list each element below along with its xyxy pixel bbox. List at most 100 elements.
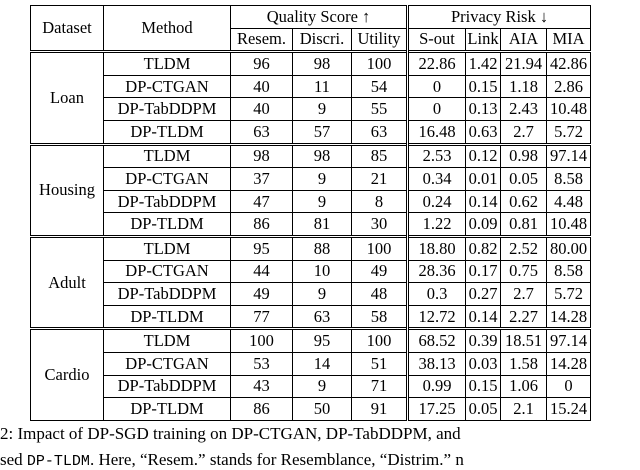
header: Method: [103, 4, 231, 53]
value-cell: 0.63: [465, 119, 501, 145]
value-cell: 100: [351, 234, 409, 261]
row: DP-TLDM 77 63 58 12.72 0.14 2.27 14.28: [31, 304, 592, 330]
method-cell: DP-CTGAN: [103, 167, 231, 191]
column-header: MIA: [545, 27, 592, 53]
value-cell: 0.12: [465, 142, 501, 169]
method-cell: DP-TLDM: [103, 397, 231, 421]
value-cell: 0.15: [465, 374, 501, 399]
value-cell: 63: [230, 119, 293, 145]
value-cell: 17.25: [407, 397, 466, 421]
value-cell: 2.53: [407, 142, 466, 169]
dataset-cell: Housing: [30, 142, 104, 237]
value-cell: 77: [230, 304, 293, 330]
value-cell: 9: [292, 189, 352, 214]
value-cell: 58: [351, 304, 409, 330]
value-cell: 0.82: [465, 234, 501, 261]
caption-text: sed: [0, 450, 27, 469]
value-cell: 88: [292, 234, 352, 261]
value-cell: 0.05: [500, 167, 547, 191]
value-cell: 5.72: [545, 119, 592, 145]
column-header: Resem.: [230, 27, 293, 53]
column-header: Discri.: [292, 27, 352, 53]
method-cell: TLDM: [103, 142, 231, 169]
value-cell: 22.86: [407, 50, 466, 76]
dataset-cell: Cardio: [30, 327, 104, 421]
method-cell: TLDM: [103, 234, 231, 261]
row: Cardio TLDM 100 95 100 68.52 0.39 18.51 97.14: [30, 327, 592, 421]
value-cell: 0.62: [500, 189, 547, 214]
value-cell: 0.39: [465, 327, 501, 353]
value-cell: 5.72: [545, 282, 592, 306]
value-cell: 71: [351, 374, 409, 399]
value-cell: 0.34: [407, 167, 466, 191]
method-cell: DP-TabDDPM: [103, 97, 231, 121]
value-cell: 91: [351, 397, 409, 421]
value-cell: 0.13: [465, 97, 501, 121]
value-cell: 2.27: [500, 304, 547, 330]
value-cell: 100: [351, 50, 409, 76]
value-cell: 8.58: [545, 167, 592, 191]
value-cell: 0.03: [465, 351, 501, 376]
value-cell: 97.14: [545, 142, 592, 169]
value-cell: 48: [351, 282, 409, 306]
column-header: AIA: [500, 27, 547, 53]
value-cell: 2.86: [545, 74, 592, 99]
value-cell: 68.52: [407, 327, 466, 353]
method-cell: DP-CTGAN: [103, 351, 231, 376]
caption: 2: Impact of DP-SGD training on DP-CTGAN…: [0, 424, 461, 443]
method-cell: DP-TabDDPM: [103, 282, 231, 306]
method-cell: DP-TLDM: [103, 119, 231, 145]
value-cell: 47: [230, 189, 293, 214]
value-cell: 14.28: [545, 304, 592, 330]
value-cell: 1.22: [407, 212, 466, 237]
row: DP-TabDDPM 49 9 48 0.3 0.27 2.7 5.72: [31, 282, 592, 306]
value-cell: 16.48: [407, 119, 466, 145]
value-cell: 0.09: [465, 212, 501, 237]
value-cell: 98: [292, 142, 352, 169]
value-cell: 9: [292, 97, 352, 121]
value-cell: 0.17: [465, 259, 501, 284]
value-cell: 10: [292, 259, 352, 284]
value-cell: 21.94: [500, 50, 547, 76]
dataset-cell: Adult: [30, 234, 104, 330]
row: DP-CTGAN 37 9 21 0.34 0.01 0.05 8.58: [31, 167, 592, 191]
row: Loan TLDM 96 98 100 22.86 1.42 21.94 42.86: [30, 50, 592, 145]
row: Adult TLDM 95 88 100 18.80 0.82 2.52 80.00: [30, 234, 592, 330]
row: DP-TabDDPM 43 9 71 0.99 0.15 1.06 0: [31, 374, 592, 399]
value-cell: 12.72: [407, 304, 466, 330]
value-cell: 28.36: [407, 259, 466, 284]
value-cell: 2.52: [500, 234, 547, 261]
value-cell: 1.06: [500, 374, 547, 399]
caption-text: . Here, “Resem.” stands for Resemblance,…: [89, 450, 464, 469]
value-cell: 0.99: [407, 374, 466, 399]
method-cell: DP-TLDM: [103, 212, 231, 237]
row: DP-TabDDPM 40 9 55 0 0.13 2.43 10.48: [31, 97, 592, 121]
value-cell: 86: [230, 212, 293, 237]
row: DP-TLDM 86 81 30 1.22 0.09 0.81 10.48: [31, 212, 592, 237]
value-cell: 0.14: [465, 304, 501, 330]
value-cell: 8.58: [545, 259, 592, 284]
row: Housing TLDM 98 98 85 2.53 0.12 0.98 97.14: [30, 142, 592, 237]
value-cell: 55: [351, 97, 409, 121]
value-cell: 10.48: [545, 97, 592, 121]
value-cell: 15.24: [545, 397, 592, 421]
value-cell: 1.18: [500, 74, 547, 99]
value-cell: 49: [351, 259, 409, 284]
value-cell: 0.05: [465, 397, 501, 421]
value-cell: 21: [351, 167, 409, 191]
value-cell: 50: [292, 397, 352, 421]
value-cell: 40: [230, 97, 293, 121]
value-cell: 18.80: [407, 234, 466, 261]
value-cell: 30: [351, 212, 409, 237]
column-header: Link: [465, 27, 501, 53]
caption: sed DP-TLDM. Here, “Resem.” stands for R…: [0, 450, 464, 470]
value-cell: 43: [230, 374, 293, 399]
value-cell: 9: [292, 282, 352, 306]
value-cell: 0.14: [465, 189, 501, 214]
value-cell: 9: [292, 167, 352, 191]
value-cell: 2.7: [500, 119, 547, 145]
value-cell: 95: [292, 327, 352, 353]
column-header: Utility: [351, 27, 409, 53]
value-cell: 97.14: [545, 327, 592, 353]
